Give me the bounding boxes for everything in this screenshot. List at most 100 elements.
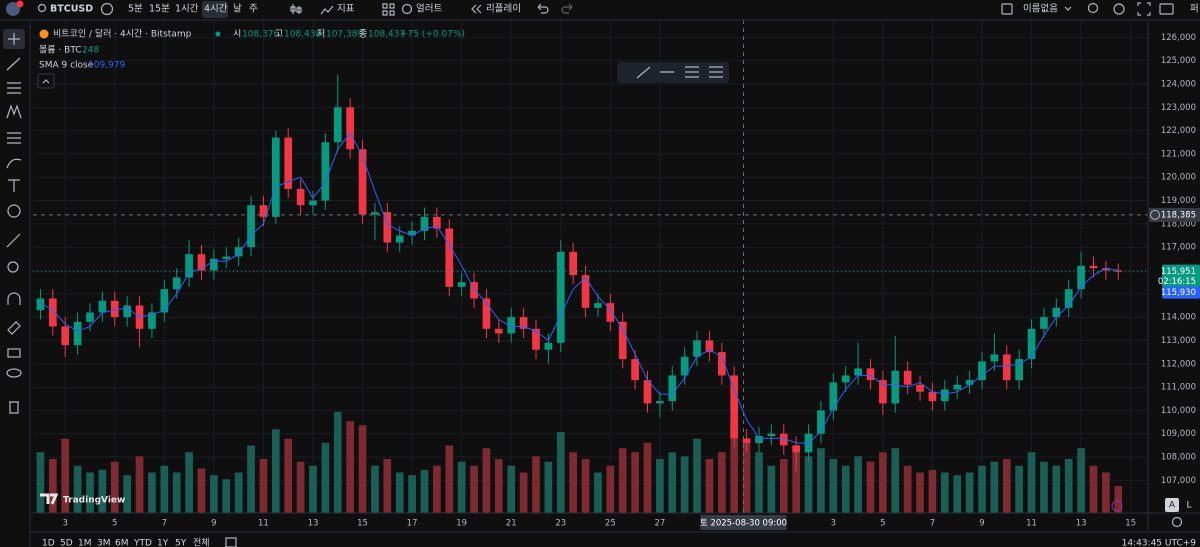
interval[interactable]: 5분 <box>128 4 143 15</box>
dropdown[interactable] <box>1064 6 1072 11</box>
range-button[interactable]: 1M <box>78 539 92 547</box>
emoji-tool[interactable] <box>7 204 21 218</box>
interval[interactable]: 주 <box>249 4 258 15</box>
chart-type-icon[interactable] <box>290 4 302 14</box>
ohlc-value: 108,376 <box>242 30 279 40</box>
volume-bar <box>866 461 875 513</box>
legend-title: 비트코인 / 달러 · 4시간 · Bitstamp <box>53 28 192 40</box>
undo[interactable] <box>537 3 549 14</box>
goto-date[interactable] <box>225 537 237 547</box>
quick-search[interactable] <box>1087 2 1099 14</box>
legend: 비트코인 / 달러 · 4시간 · Bitstamp 시 108,376 고 1… <box>37 28 465 89</box>
interval[interactable]: 15분 <box>149 4 170 15</box>
candle-body <box>1040 317 1048 329</box>
volume-bar <box>259 459 268 513</box>
indicators-button[interactable]: 지표 <box>337 4 355 15</box>
interval[interactable]: 날 <box>233 4 242 15</box>
volume-bar <box>581 459 590 513</box>
y-tick-label: 107,000 <box>1161 476 1196 486</box>
layouts-icon[interactable] <box>382 3 395 16</box>
ai-button[interactable] <box>1111 500 1123 512</box>
measure-tool[interactable] <box>6 233 21 248</box>
candle-body <box>965 380 974 385</box>
y-tick-label: 120,000 <box>1161 173 1196 183</box>
interval[interactable]: 1시간 <box>175 4 199 15</box>
pattern-tool[interactable] <box>6 104 22 119</box>
volume-bar <box>829 459 838 513</box>
snapshot[interactable] <box>1159 3 1174 15</box>
y-tick-label: 121,000 <box>1161 149 1196 159</box>
range-button[interactable]: 5D <box>60 539 73 547</box>
volume-bar <box>420 469 429 513</box>
floating-toolbar <box>617 62 729 83</box>
layout-name[interactable]: 이름없음 <box>1023 3 1058 15</box>
volume-bar <box>532 456 540 513</box>
brush-tool[interactable] <box>6 158 22 169</box>
volume-bar <box>717 452 726 513</box>
publish-button[interactable]: 퍼 <box>1190 4 1199 15</box>
volume-bar <box>123 475 131 513</box>
projection-tool[interactable] <box>7 132 21 144</box>
candle-body <box>73 321 82 346</box>
add-symbol[interactable] <box>100 2 114 16</box>
zoom-tool[interactable] <box>7 261 19 273</box>
candle-body <box>197 254 206 271</box>
range-button[interactable]: 1Y <box>157 539 169 547</box>
indicator-icon[interactable] <box>320 5 334 15</box>
candle-body <box>730 375 739 439</box>
replay-button[interactable]: 리플레이 <box>486 4 521 15</box>
draw-mode[interactable] <box>7 321 21 335</box>
range-button[interactable]: 1D <box>42 539 55 547</box>
volume-bar <box>210 475 218 513</box>
interval[interactable]: 4시간 <box>204 4 228 15</box>
range-button[interactable]: 3M <box>97 539 111 547</box>
candle-body <box>48 298 57 327</box>
crosshair-y-label-bg <box>1149 207 1200 222</box>
alert-icon[interactable] <box>401 3 413 15</box>
visibility-tool[interactable] <box>6 368 22 378</box>
x-tick-label: 7 <box>930 519 935 529</box>
avatar[interactable] <box>6 2 20 16</box>
candle-body <box>755 436 763 444</box>
symbol[interactable]: BTCUSD <box>50 4 93 15</box>
settings-icon[interactable] <box>1113 3 1125 15</box>
candle-body <box>296 188 305 206</box>
y-tick-label: 117,000 <box>1161 243 1196 253</box>
volume-bar <box>73 465 82 513</box>
sma-last-bg <box>1162 286 1200 299</box>
collapse-button[interactable] <box>37 73 55 89</box>
candle-body <box>86 312 94 322</box>
candle-body <box>148 312 156 329</box>
range-button[interactable]: YTD <box>133 539 152 547</box>
candle-body <box>1114 270 1123 272</box>
range-button[interactable]: 6M <box>115 539 129 547</box>
candle-body <box>916 384 924 392</box>
trend-line-tool[interactable] <box>6 57 21 71</box>
magnet-tool[interactable] <box>7 292 21 305</box>
volume-bar <box>309 465 317 513</box>
last-price-bg <box>1162 264 1200 288</box>
replay-icon[interactable] <box>471 4 482 14</box>
crosshair-tool[interactable] <box>8 33 20 45</box>
delete-tool[interactable] <box>9 401 19 414</box>
save-icon[interactable] <box>1001 3 1013 15</box>
y-tick-label: 113,000 <box>1161 336 1196 346</box>
drawing-icons[interactable] <box>636 66 723 79</box>
grid <box>33 20 1148 513</box>
range-button[interactable]: 전체 <box>193 538 210 547</box>
redo[interactable] <box>561 3 573 14</box>
candle-body <box>879 380 887 404</box>
ohlc-value: 107,389 <box>326 30 363 40</box>
search-icon[interactable] <box>37 3 47 13</box>
range-button[interactable]: 5Y <box>175 539 187 547</box>
alert-button[interactable]: 얼러트 <box>416 4 442 15</box>
fullscreen[interactable] <box>1137 2 1151 16</box>
axis-settings[interactable] <box>1171 516 1183 528</box>
volume-value: 248 <box>82 46 99 56</box>
auto-button[interactable]: A <box>1169 501 1176 511</box>
log-button[interactable]: L <box>1186 501 1191 511</box>
lock-tool[interactable] <box>7 348 21 358</box>
text-tool[interactable] <box>8 179 20 192</box>
fib-tool[interactable] <box>7 82 21 94</box>
